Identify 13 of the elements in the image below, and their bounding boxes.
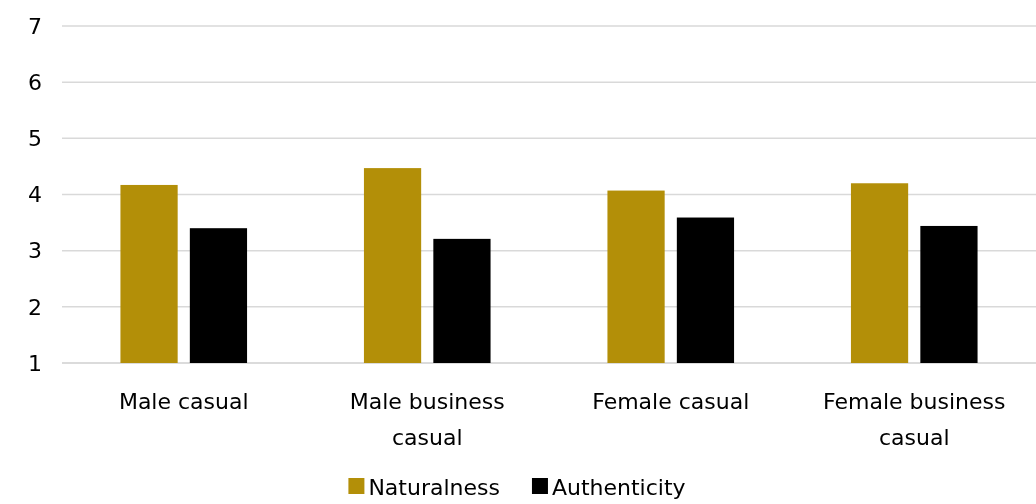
x-tick-label: Male casual: [118, 389, 249, 414]
x-tick-label: Female casual: [592, 389, 750, 414]
x-tick-label: Male business casual: [349, 389, 505, 450]
y-tick-label: 2: [28, 294, 42, 320]
legend-label: Authenticity: [551, 474, 686, 500]
y-tick-label: 5: [28, 126, 42, 152]
legend-label: Naturalness: [368, 474, 500, 500]
y-tick-label: 4: [28, 182, 42, 208]
y-tick-label: 3: [28, 238, 42, 264]
y-tick-label: 1: [28, 350, 42, 376]
x-tick-label: Female business casual: [823, 389, 1006, 450]
y-tick-label: 7: [28, 13, 42, 39]
y-tick-label: 6: [28, 69, 42, 95]
